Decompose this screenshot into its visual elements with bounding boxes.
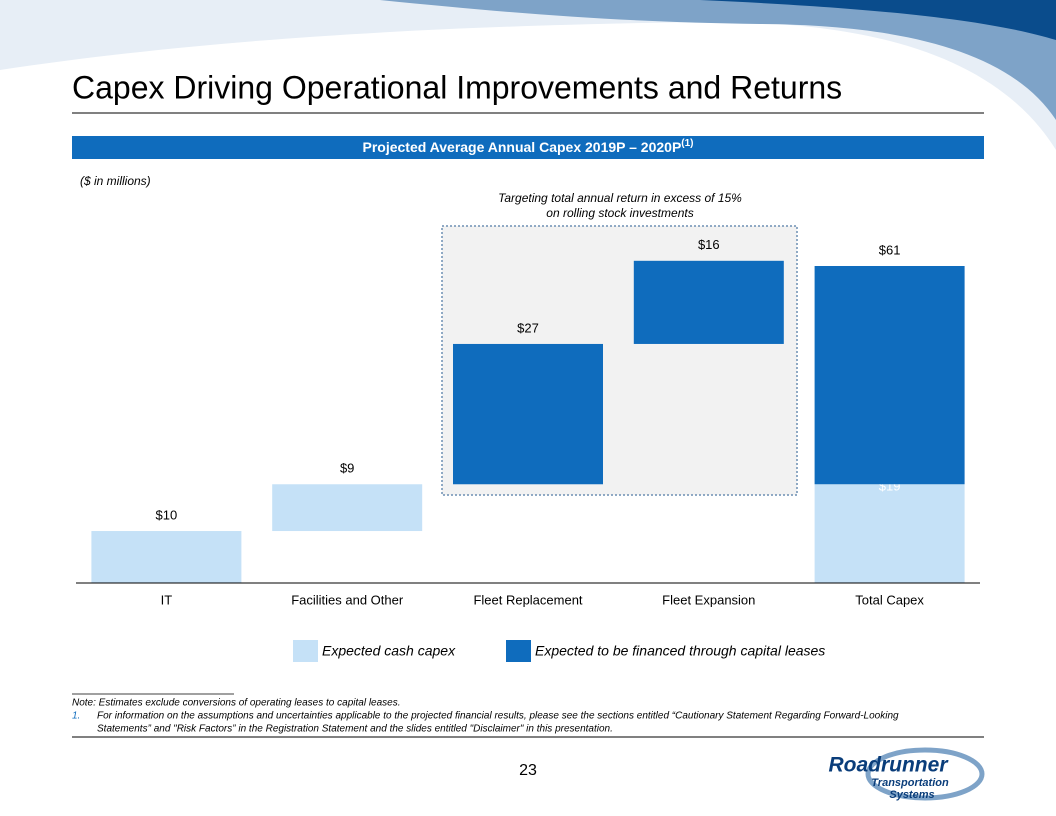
data-label: $9 [340, 461, 354, 476]
plot: IT $10 Facilities and Other $9 Fleet Replace… [91, 237, 965, 607]
note: Note: Estimates exclude conversions of o… [72, 698, 401, 709]
legend-label: Expected cash capex [322, 643, 456, 659]
footnote-number: 1. [72, 711, 80, 722]
bar-segment [91, 531, 242, 583]
legend-swatch [293, 640, 318, 662]
logo-text: Transportation [871, 777, 949, 789]
slide-title: Capex Driving Operational Improvements a… [72, 69, 842, 105]
x-tick-label: Facilities and Other [291, 592, 404, 607]
header-wave [700, 0, 1056, 40]
annotation: Targeting total annual return in excess … [498, 191, 742, 205]
chart-title-text: Projected Average Annual Capex 2019P – 2… [362, 139, 681, 155]
legend: Expected cash capex Expected to be financ… [293, 640, 825, 662]
bar-segment [814, 266, 965, 485]
data-label: $16 [698, 237, 720, 252]
x-tick-label: Total Capex [855, 592, 924, 607]
chart-title-superscript: (1) [681, 138, 693, 149]
logo-text: Systems [889, 789, 934, 801]
page-number: 23 [519, 762, 537, 779]
data-label: $27 [517, 320, 539, 335]
chart-title: Projected Average Annual Capex 2019P – 2… [362, 138, 693, 155]
footnote: Statements” and "Risk Factors” in the Re… [97, 724, 613, 735]
bar-segment [272, 484, 423, 532]
legend-label: Expected to be financed through capital … [535, 643, 825, 659]
bar-segment [633, 260, 784, 344]
logo-text: Roadrunner [828, 754, 949, 777]
bar-segment [814, 484, 965, 583]
annotation: on rolling stock investments [546, 206, 693, 220]
bar-segment [453, 343, 603, 485]
x-tick-label: Fleet Expansion [662, 592, 755, 607]
header-wave [380, 0, 1056, 120]
legend-swatch [506, 640, 531, 662]
x-tick-label: Fleet Replacement [473, 592, 582, 607]
logo-swoosh [865, 747, 985, 801]
chart-header-band [72, 136, 984, 159]
x-tick-label: IT [161, 592, 173, 607]
footnote: For information on the assumptions and u… [97, 711, 899, 722]
data-label: $10 [156, 507, 178, 522]
unit-note: ($ in millions) [80, 174, 151, 188]
total-label: $61 [879, 242, 901, 257]
header-wave [0, 0, 1056, 150]
